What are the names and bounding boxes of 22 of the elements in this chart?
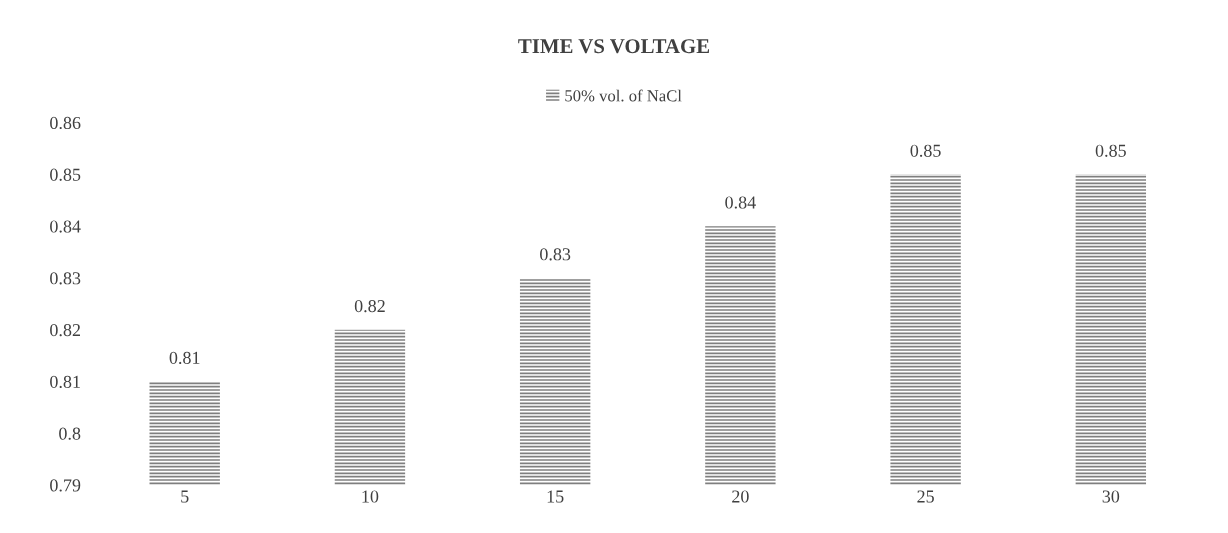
- data-label: 0.85: [910, 144, 941, 157]
- x-tick-label: 20: [732, 490, 749, 503]
- data-label: 0.85: [1095, 144, 1126, 157]
- data-label: 0.83: [540, 248, 571, 261]
- x-tick-label: 5: [181, 490, 189, 503]
- y-tick-label: 0.85: [50, 168, 81, 181]
- y-tick-label: 0.81: [50, 375, 80, 388]
- data-label: 0.81: [169, 351, 200, 364]
- x-tick-label: 15: [547, 490, 564, 503]
- x-tick-label: 30: [1102, 490, 1120, 503]
- y-tick-label: 0.8: [59, 427, 81, 440]
- y-tick-label: 0.83: [50, 272, 81, 285]
- data-label: 0.84: [725, 196, 756, 209]
- data-label: 0.82: [354, 299, 385, 313]
- x-tick-label: 25: [917, 490, 934, 503]
- y-tick-label: 0.79: [50, 479, 81, 492]
- chart-title: TIME VS VOLTAGE: [518, 39, 710, 54]
- legend-label: 50% vol. of NaCl: [565, 89, 682, 102]
- x-tick-label: 10: [362, 490, 379, 503]
- y-tick-label: 0.86: [50, 116, 81, 130]
- y-tick-label: 0.82: [50, 323, 80, 337]
- y-tick-label: 0.84: [50, 220, 81, 233]
